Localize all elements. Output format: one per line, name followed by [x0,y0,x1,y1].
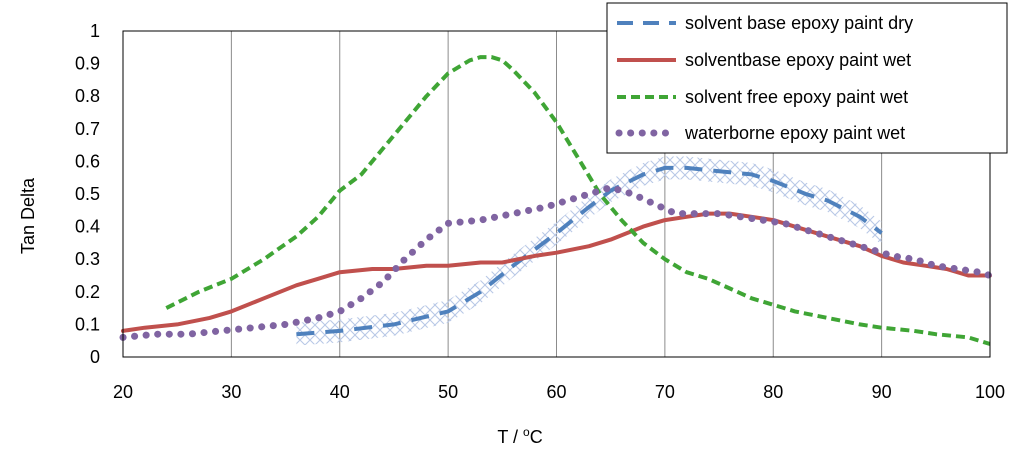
x-tick-label: 30 [221,382,241,402]
y-tick-label: 0.5 [75,184,100,204]
series-lines [119,55,994,346]
x-tick-label: 50 [438,382,458,402]
legend-box [606,2,1008,154]
y-tick-label: 1 [90,21,100,41]
x-tick-label: 80 [763,382,783,402]
y-axis-tick-labels: 0 0.1 0.2 0.3 0.4 0.5 0.6 0.7 0.8 0.9 1 [75,21,100,367]
series-line-solventbase-wet [121,211,992,333]
series-line-solvent-free-wet [165,55,991,346]
y-tick-label: 0.3 [75,249,100,269]
y-tick-label: 0.9 [75,54,100,74]
legend-label-dry: solvent base epoxy paint dry [685,13,913,33]
legend-label-waterborne-wet: waterborne epoxy paint wet [684,123,905,143]
y-tick-label: 0.7 [75,119,100,139]
legend: solvent base epoxy paint dry solventbase… [606,2,1008,154]
x-tick-label: 100 [975,382,1005,402]
legend-label-solventbase-wet: solventbase epoxy paint wet [685,50,911,70]
x-tick-label: 40 [330,382,350,402]
x-tick-label: 60 [546,382,566,402]
y-tick-label: 0 [90,347,100,367]
y-tick-label: 0.6 [75,151,100,171]
hatch-band-dry [296,156,882,346]
series-line-waterborne-wet [119,184,994,341]
legend-label-solvent-free-wet: solvent free epoxy paint wet [685,87,908,107]
x-tick-label: 20 [113,382,133,402]
y-tick-label: 0.1 [75,314,100,334]
y-tick-label: 0.4 [75,217,100,237]
y-axis-title: Tan Delta [18,177,38,254]
y-tick-label: 0.2 [75,282,100,302]
y-tick-label: 0.8 [75,86,100,106]
series-line-solvent-base-dry [296,165,883,337]
plot-area-frame [122,30,991,358]
x-axis-title: T / oC [497,425,542,447]
dry-series-hatch-band [296,156,882,346]
x-tick-label: 70 [655,382,675,402]
x-tick-label: 90 [872,382,892,402]
x-axis-tick-labels: 20 30 40 50 60 70 80 90 100 [113,382,1005,402]
